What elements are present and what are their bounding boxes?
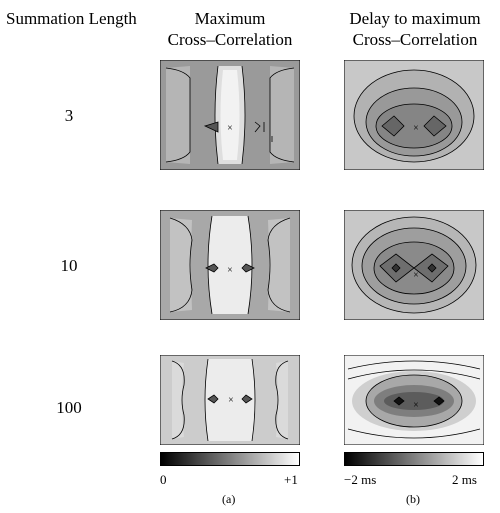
colorbar-b-max-label: 2 ms [452,472,477,487]
colorbar-b [344,452,484,466]
header-delay-line2: Cross–Correlation [352,30,478,49]
center-marker: × [413,123,419,134]
subfigure-label-b: (b) [406,492,420,506]
colorbar-a [160,452,300,466]
contour-panel-delay-100: × [344,355,484,445]
center-marker: × [227,265,233,276]
header-delay-to-maximum: Delay to maximum Cross–Correlation [340,8,490,50]
colorbar-a-max-label: +1 [284,472,298,487]
header-maximum-cross-correlation: Maximum Cross–Correlation [160,8,300,50]
colorbar-a-min-label: 0 [160,472,167,487]
center-marker: × [227,123,233,134]
header-max-line1: Maximum [194,9,266,28]
header-max-line2: Cross–Correlation [167,30,293,49]
contour-panel-delay-3: × [344,60,484,170]
center-marker: × [413,270,419,281]
header-delay-line1: Delay to maximum [349,9,481,28]
contour-panel-max-3: × [160,60,300,170]
center-marker: × [228,395,234,406]
colorbar-b-min-label: −2 ms [344,472,377,487]
row-label-3: 3 [64,106,74,125]
header-summation-length: Summation Length [6,9,137,28]
contour-panel-max-10: × [160,210,300,320]
row-label-10: 10 [60,256,78,275]
center-marker: × [413,400,419,411]
subfigure-label-a: (a) [222,492,236,506]
contour-panel-delay-10: × [344,210,484,320]
contour-panel-max-100: × [160,355,300,445]
row-label-100: 100 [56,398,82,417]
